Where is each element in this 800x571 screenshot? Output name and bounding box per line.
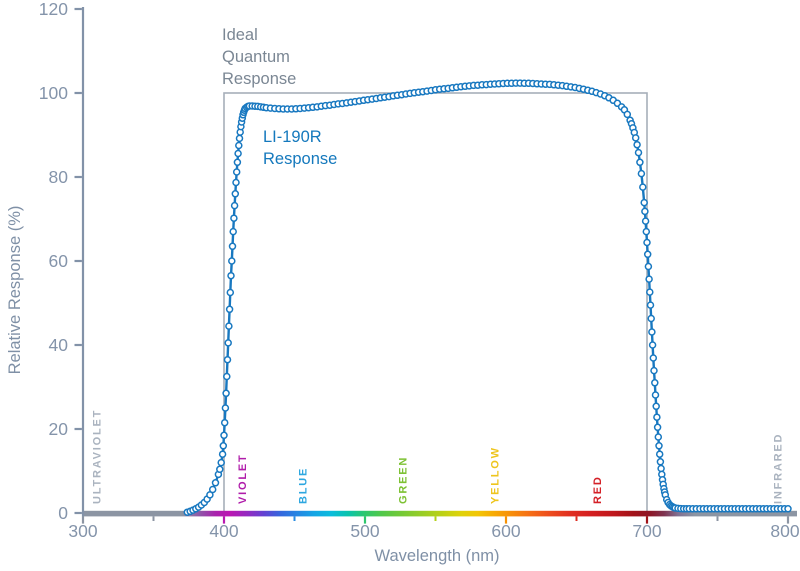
response-curve-marker: [642, 227, 651, 236]
ideal-quantum-response-label: Response: [222, 70, 296, 88]
response-curve-marker: [235, 134, 244, 143]
ideal-quantum-response-label: Ideal: [222, 26, 258, 44]
response-curve-marker: [229, 227, 237, 236]
x-axis-tick-label: 400: [209, 521, 238, 541]
response-curve-marker: [225, 322, 233, 330]
x-axis-tick-label: 700: [632, 521, 661, 541]
response-curve-marker: [643, 250, 652, 259]
response-curve-marker: [217, 458, 225, 467]
ideal-quantum-response-label: Quantum: [222, 48, 290, 66]
response-curve-marker: [633, 140, 641, 149]
spectrum-color-label: YELLOW: [489, 446, 501, 504]
response-curve-marker: [649, 354, 658, 362]
response-curve-marker: [222, 389, 230, 398]
y-axis-title: Relative Response (%): [6, 206, 24, 375]
y-axis-tick-label: 120: [39, 0, 68, 19]
response-curve-marker: [221, 404, 230, 412]
response-curve-marker: [234, 149, 242, 158]
spectrum-color-label: BLUE: [298, 467, 310, 504]
response-curve-marker: [220, 418, 229, 427]
response-curve-marker: [644, 262, 653, 271]
response-curve-marker: [231, 190, 240, 198]
sensor-response-label: LI-190R: [263, 128, 322, 146]
response-curve-marker: [784, 505, 792, 513]
response-curve-marker: [641, 217, 650, 225]
response-curve-marker: [230, 201, 239, 210]
response-curve-marker: [228, 242, 237, 251]
response-curve-marker: [228, 257, 236, 265]
response-curve-marker: [218, 450, 227, 458]
spectrum-color-label: ULTRAVIOLET: [92, 409, 104, 504]
response-curve-marker: [640, 198, 648, 207]
y-axis-tick-label: 40: [49, 335, 69, 355]
response-curve-marker: [651, 391, 660, 399]
x-axis-tick-label: 300: [68, 521, 97, 541]
response-curve-marker: [235, 141, 243, 150]
y-axis-tick-label: 20: [49, 419, 69, 439]
response-curve-marker: [652, 402, 660, 411]
response-curve-marker: [654, 433, 663, 441]
response-curve-marker: [641, 207, 649, 216]
response-curve-marker: [655, 450, 664, 458]
response-curve-marker: [219, 442, 228, 450]
response-curve-marker: [208, 485, 217, 494]
response-curve-marker: [223, 355, 232, 364]
response-curve-marker: [653, 413, 661, 421]
response-curve-marker: [232, 168, 241, 176]
response-curve-marker: [643, 238, 651, 247]
response-curve-marker: [631, 134, 640, 142]
response-curve-marker: [224, 339, 232, 347]
response-curve-line: [186, 81, 788, 514]
response-curve-marker: [623, 110, 632, 119]
response-curve-marker: [226, 288, 235, 297]
spectrum-color-label: VIOLET: [237, 453, 249, 504]
response-curve-marker: [220, 431, 228, 440]
spectrum-color-label: RED: [592, 475, 604, 504]
x-axis-spectrum-band: [82, 510, 797, 517]
x-axis-tick-label: 800: [770, 521, 799, 541]
response-curve-marker: [232, 178, 240, 187]
response-curve-marker: [657, 464, 665, 473]
spectrum-color-label: INFRARED: [773, 433, 785, 504]
response-curve-marker: [636, 158, 644, 167]
x-axis-tick-label: 600: [491, 521, 520, 541]
response-curve-marker: [646, 301, 655, 309]
y-axis-tick-label: 100: [39, 83, 68, 103]
response-curve-marker: [656, 458, 665, 466]
response-curve-marker: [216, 465, 224, 474]
response-curve-marker: [651, 379, 659, 387]
response-curve-marker: [223, 372, 231, 381]
y-axis-tick-label: 60: [49, 251, 69, 271]
response-curve-marker: [645, 275, 653, 283]
y-axis-tick-label: 80: [49, 167, 69, 187]
response-curve-marker: [647, 314, 655, 323]
x-axis-title: Wavelength (nm): [374, 547, 499, 565]
response-curve-marker: [227, 271, 235, 280]
x-axis-tick-label: 500: [350, 521, 379, 541]
response-curve-marker: [653, 423, 662, 432]
response-curve-marker: [637, 169, 646, 178]
response-curve-marker: [648, 328, 656, 336]
response-curve-marker: [648, 341, 657, 349]
y-axis-tick-label: 0: [58, 503, 68, 523]
response-curve-marker: [639, 183, 647, 191]
response-curve-marker: [233, 158, 242, 167]
response-curve-marker: [634, 148, 643, 157]
response-curve-marker: [650, 366, 658, 375]
response-curve-marker: [211, 479, 220, 487]
sensor-response-label: Response: [263, 150, 337, 168]
response-curve-marker: [230, 214, 238, 222]
response-curve-marker: [646, 288, 654, 296]
response-curve-marker: [655, 442, 663, 450]
spectrum-color-label: GREEN: [398, 456, 410, 504]
response-curve-marker: [225, 305, 234, 314]
